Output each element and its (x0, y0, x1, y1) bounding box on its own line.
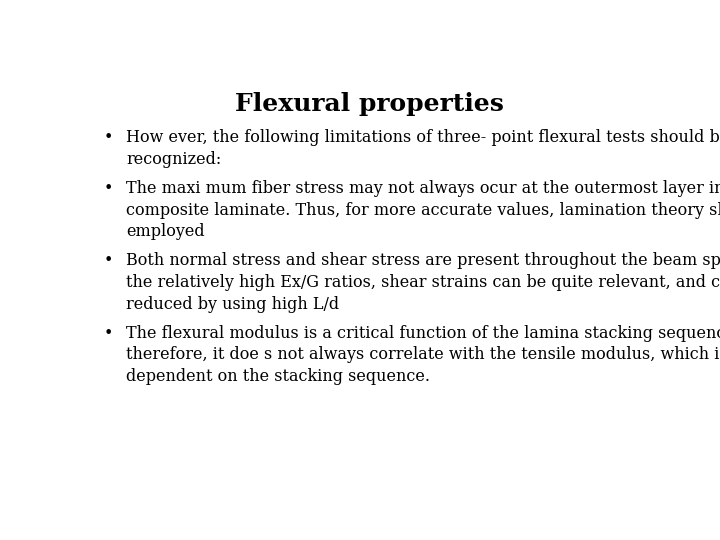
Text: Both normal stress and shear stress are present throughout the beam span. Due to: Both normal stress and shear stress are … (126, 252, 720, 269)
Text: The flexural modulus is a critical function of the lamina stacking sequence, and: The flexural modulus is a critical funct… (126, 325, 720, 342)
Text: •: • (103, 325, 112, 342)
Text: therefore, it doe s not always correlate with the tensile modulus, which is less: therefore, it doe s not always correlate… (126, 346, 720, 363)
Text: How ever, the following limitations of three- point flexural tests should be: How ever, the following limitations of t… (126, 129, 720, 146)
Text: the relatively high Ex/G ratios, shear strains can be quite relevant, and can be: the relatively high Ex/G ratios, shear s… (126, 274, 720, 291)
Text: dependent on the stacking sequence.: dependent on the stacking sequence. (126, 368, 431, 385)
Text: •: • (103, 252, 112, 269)
Text: employed: employed (126, 223, 205, 240)
Text: •: • (103, 180, 112, 197)
Text: reduced by using high L/d: reduced by using high L/d (126, 295, 339, 313)
Text: composite laminate. Thus, for more accurate values, lamination theory should be: composite laminate. Thus, for more accur… (126, 201, 720, 219)
Text: recognized:: recognized: (126, 151, 222, 168)
Text: Flexural properties: Flexural properties (235, 92, 503, 116)
Text: The maxi mum fiber stress may not always ocur at the outermost layer in a: The maxi mum fiber stress may not always… (126, 180, 720, 197)
Text: •: • (103, 129, 112, 146)
